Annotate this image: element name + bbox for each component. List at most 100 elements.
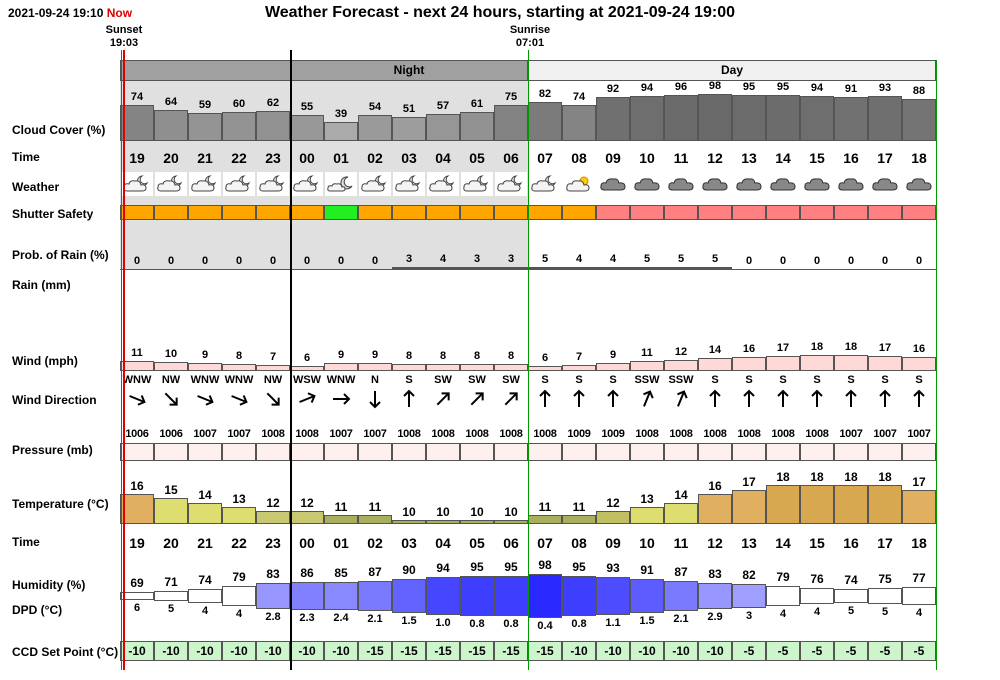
- temperature-bar: [664, 502, 698, 524]
- hour-cell: 02: [367, 535, 383, 551]
- ccd-value: -10: [128, 644, 146, 658]
- temperature-value: 17: [912, 474, 926, 489]
- dpd-value: 2.8: [265, 610, 281, 623]
- moon-cloud-icon: [325, 172, 357, 196]
- partly-cloudy-day-icon: [563, 172, 595, 196]
- row-label-shutter-safety: Shutter Safety: [12, 207, 94, 221]
- pressure-cell: [460, 443, 494, 461]
- humidity-value: 85: [334, 566, 348, 581]
- ccd-value: -15: [468, 644, 486, 658]
- shutter-safety-cell: [256, 205, 290, 220]
- wind-speed-value: 11: [131, 347, 143, 360]
- wind-arrow-icon: [467, 388, 487, 410]
- wind-speed-value: 11: [641, 347, 653, 360]
- wind-speed-bar: [188, 362, 222, 371]
- wind-direction-label: NW: [263, 374, 283, 386]
- wind-direction-label: SSW: [668, 374, 694, 386]
- shutter-safety-cell: [392, 205, 426, 220]
- wind-speed-value: 16: [742, 342, 756, 355]
- pressure-cell: [630, 443, 664, 461]
- pressure-value: 1008: [295, 428, 319, 440]
- wind-direction-label: S: [405, 374, 413, 386]
- rain-prob-value: 0: [915, 255, 923, 267]
- wind-speed-value: 9: [201, 348, 209, 361]
- humidity-bar: [494, 576, 528, 616]
- partly-cloudy-night-icon: [393, 172, 425, 196]
- row-label-pressure: Pressure (mb): [12, 443, 93, 457]
- humidity-bar: [426, 576, 460, 616]
- ccd-cell: [834, 641, 868, 661]
- shutter-safety-cell: [868, 205, 902, 220]
- shutter-safety-cell: [494, 205, 528, 220]
- rain-prob-value: 0: [847, 255, 855, 267]
- ccd-value: -10: [570, 644, 588, 658]
- partly-cloudy-night-icon: [189, 172, 221, 196]
- humidity-value: 95: [470, 560, 484, 575]
- hour-cell: 15: [809, 150, 825, 166]
- wind-speed-value: 18: [844, 340, 858, 353]
- temperature-value: 11: [538, 500, 552, 515]
- hour-cell: 07: [537, 150, 553, 166]
- temperature-bar: [596, 511, 630, 524]
- cloud-cover-bar: [256, 111, 290, 141]
- rain-prob-bar: [596, 267, 630, 269]
- wind-direction-label: NW: [161, 374, 181, 386]
- humidity-bar: [460, 576, 494, 616]
- hour-cell: 20: [163, 535, 179, 551]
- dpd-value: 2.9: [707, 610, 723, 623]
- cloud-cover-value: 55: [300, 100, 314, 113]
- row-label-dpd: DPD (°C): [12, 603, 63, 617]
- cloud-cover-value: 96: [674, 80, 688, 93]
- wind-speed-bar: [630, 361, 664, 371]
- rain-prob-value: 0: [813, 255, 821, 267]
- wind-speed-value: 8: [405, 349, 413, 362]
- hour-cell: 14: [775, 535, 791, 551]
- shutter-safety-cell: [766, 205, 800, 220]
- hour-cell: 09: [605, 535, 621, 551]
- wind-direction-label: S: [881, 374, 889, 386]
- shutter-safety-cell: [800, 205, 834, 220]
- pressure-value: 1006: [125, 428, 149, 440]
- ccd-value: -15: [502, 644, 520, 658]
- wind-speed-bar: [596, 362, 630, 371]
- sunrise-line: [528, 50, 529, 670]
- ccd-value: -10: [162, 644, 180, 658]
- hour-cell: 02: [367, 150, 383, 166]
- wind-direction-label: S: [745, 374, 753, 386]
- cloud-cover-bar: [800, 95, 834, 141]
- shutter-safety-cell: [324, 205, 358, 220]
- pressure-value: 1007: [363, 428, 387, 440]
- rain-prob-value: 0: [745, 255, 753, 267]
- sunset-line: [121, 50, 122, 670]
- partly-cloudy-night-icon: [495, 172, 527, 196]
- hour-cell: 20: [163, 150, 179, 166]
- wind-arrow-icon: [229, 388, 249, 410]
- hour-cell: 13: [741, 535, 757, 551]
- hour-cell: 06: [503, 535, 519, 551]
- cloud-cover-bar: [902, 98, 936, 141]
- hour-cell: 23: [265, 150, 281, 166]
- humidity-bar: [188, 588, 222, 604]
- shutter-safety-cell: [188, 205, 222, 220]
- wind-direction-label: SW: [434, 374, 452, 386]
- humidity-bar: [800, 587, 834, 605]
- cloud-cover-value: 74: [130, 91, 144, 104]
- pressure-value: 1008: [805, 428, 829, 440]
- humidity-bar: [834, 588, 868, 604]
- sunrise-label: Sunrise 07:01: [509, 24, 551, 49]
- wind-arrow-icon: [535, 388, 555, 410]
- ccd-value: -5: [811, 644, 823, 658]
- humidity-bar: [732, 584, 766, 608]
- pressure-cell: [426, 443, 460, 461]
- hour-cell: 23: [265, 535, 281, 551]
- ccd-cell: [664, 641, 698, 661]
- wind-speed-value: 8: [473, 349, 481, 362]
- humidity-bar: [324, 582, 358, 610]
- wind-speed-value: 18: [810, 340, 824, 353]
- pressure-value: 1008: [397, 428, 421, 440]
- rain-prob-value: 5: [677, 252, 685, 265]
- dpd-value: 0.4: [537, 619, 553, 632]
- humidity-bar: [392, 579, 426, 613]
- wind-speed-value: 17: [776, 341, 790, 354]
- wind-speed-bar: [732, 356, 766, 371]
